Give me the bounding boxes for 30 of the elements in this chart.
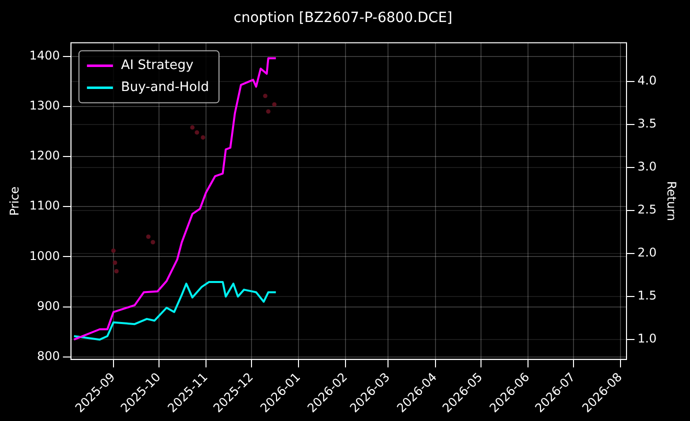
legend-label: AI Strategy: [120, 58, 194, 74]
y2-tick-label: 4.0: [638, 74, 657, 88]
point: [114, 269, 119, 274]
point: [266, 109, 270, 114]
point: [272, 102, 277, 107]
chart-title: cnoption [BZ2607-P-6800.DCE]: [234, 10, 452, 26]
point: [200, 135, 206, 140]
y-tick-label: 1000: [29, 248, 60, 263]
point: [190, 125, 195, 130]
y2-tick-label: 3.0: [638, 160, 657, 174]
y2-tick-label: 2.0: [638, 246, 657, 260]
y-tick-label: 1100: [29, 198, 60, 213]
y2-axis-title: Return: [664, 181, 679, 221]
point: [111, 248, 116, 253]
point: [146, 234, 151, 239]
y-axis-title: Price: [7, 186, 22, 216]
y2-tick-label: 1.0: [638, 332, 657, 346]
y-tick-label: 1400: [29, 48, 60, 62]
y2-tick-label: 3.5: [638, 116, 657, 131]
y2-tick-label: 2.5: [638, 202, 657, 217]
point: [263, 94, 268, 98]
point: [150, 240, 156, 244]
y-tick-label: 800: [37, 348, 60, 363]
point: [112, 260, 118, 265]
y2-tick-label: 1.5: [638, 288, 657, 303]
y-tick-label: 900: [37, 298, 60, 313]
point: [194, 130, 200, 135]
y-tick-label: 1300: [29, 98, 60, 113]
y-tick-label: 1200: [29, 148, 60, 163]
legend-label: Buy-and-Hold: [120, 80, 209, 96]
